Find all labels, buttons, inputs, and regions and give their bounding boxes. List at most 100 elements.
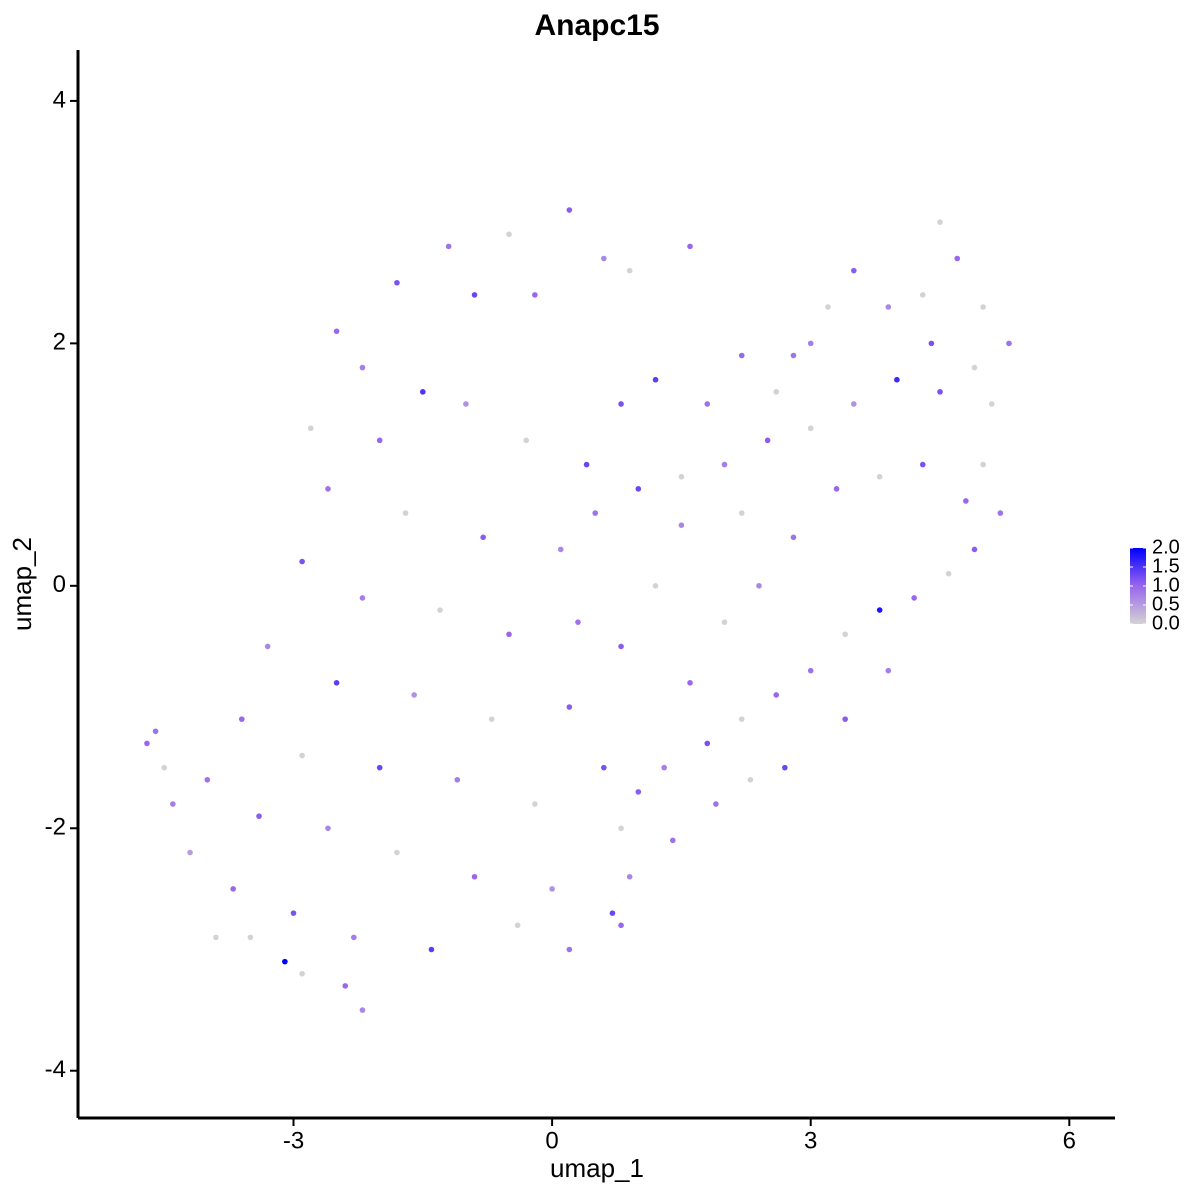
cell-point [704,740,711,747]
cell-point [566,704,573,710]
cell-point [937,389,943,395]
cell-point [454,776,461,783]
cell-point [471,292,478,298]
cell-point [445,243,452,250]
cell-point [592,510,599,516]
cell-point [187,849,193,856]
cell-point [980,461,986,468]
cell-point [652,583,659,589]
cell-point [721,461,728,468]
cell-point [575,619,581,625]
cell-point [290,910,297,916]
cell-point [471,873,478,880]
cell-point [420,389,426,395]
y-tick-label: 4 [53,86,66,113]
cell-point [618,922,624,929]
cell-point [704,401,711,407]
cell-point [601,764,607,771]
colorbar-label: 0.5 [1152,593,1180,615]
cell-point [842,716,848,722]
cell-point [532,801,538,807]
colorbar-label: 0.0 [1152,612,1180,634]
cell-point [669,837,676,844]
cell-point [1006,340,1012,347]
cell-point [506,231,512,238]
cell-point [885,667,892,674]
colorbar-label: 2.0 [1152,536,1180,558]
chart-title: Anapc15 [534,9,659,42]
cell-point [359,1007,366,1013]
cell-point [971,364,978,371]
cell-point [601,255,607,262]
cell-point [618,643,624,650]
cell-point [428,946,435,953]
cell-point [782,764,788,771]
y-axis-title: umap_2 [7,537,37,631]
cell-point [299,558,305,565]
cell-point [437,607,443,613]
cell-point [885,304,892,310]
cell-point [997,510,1004,516]
cell-point [790,534,797,541]
cell-point [566,946,573,953]
cell-point [635,789,642,795]
cell-point [738,716,745,722]
cell-point [876,607,883,613]
cell-point [170,801,176,807]
cell-point [626,873,633,880]
cell-point [937,219,943,225]
cell-point [230,886,236,892]
cell-point [618,825,624,832]
colorbar [1130,548,1146,624]
cell-point [152,728,159,735]
cell-point [756,583,762,589]
cell-point [161,764,168,771]
cell-point [247,934,254,941]
x-tick-label: 6 [1063,1127,1076,1154]
cell-point [463,401,469,407]
cell-point [583,461,590,468]
cell-point [807,340,814,347]
cell-point [376,437,383,444]
cell-point [299,752,305,759]
cell-point [213,934,219,941]
cell-point [678,473,685,480]
colorbar-label: 1.0 [1152,574,1180,596]
cell-point [945,570,952,577]
cell-point [773,389,780,395]
cell-point [264,643,271,650]
cell-point [402,510,409,516]
cell-point [911,595,917,601]
cell-point [928,340,935,347]
cell-point [807,425,814,432]
cell-point [609,910,616,916]
cell-point [333,328,340,335]
cell-point [738,510,745,516]
cell-point [652,376,659,383]
cell-point [333,679,340,686]
cell-point [480,534,486,541]
cell-point [282,958,288,965]
cell-point [687,679,693,686]
x-axis-title: umap_1 [550,1153,644,1183]
cell-point [713,801,719,807]
cell-point [394,279,400,286]
cell-point [144,740,150,747]
cell-point [833,486,840,492]
cell-point [488,716,495,722]
cell-point [626,267,633,274]
x-tick-label: 3 [804,1127,817,1154]
colorbar-label: 1.5 [1152,555,1180,577]
cell-point [325,825,331,832]
cell-point [687,243,693,250]
cell-point [411,692,417,698]
cell-point [851,267,857,274]
cell-point [523,437,530,444]
cell-point [851,401,857,407]
cell-point [825,304,831,310]
cell-point [549,886,555,892]
cell-point [394,849,400,856]
cell-point [566,207,573,213]
cell-point [661,764,667,771]
